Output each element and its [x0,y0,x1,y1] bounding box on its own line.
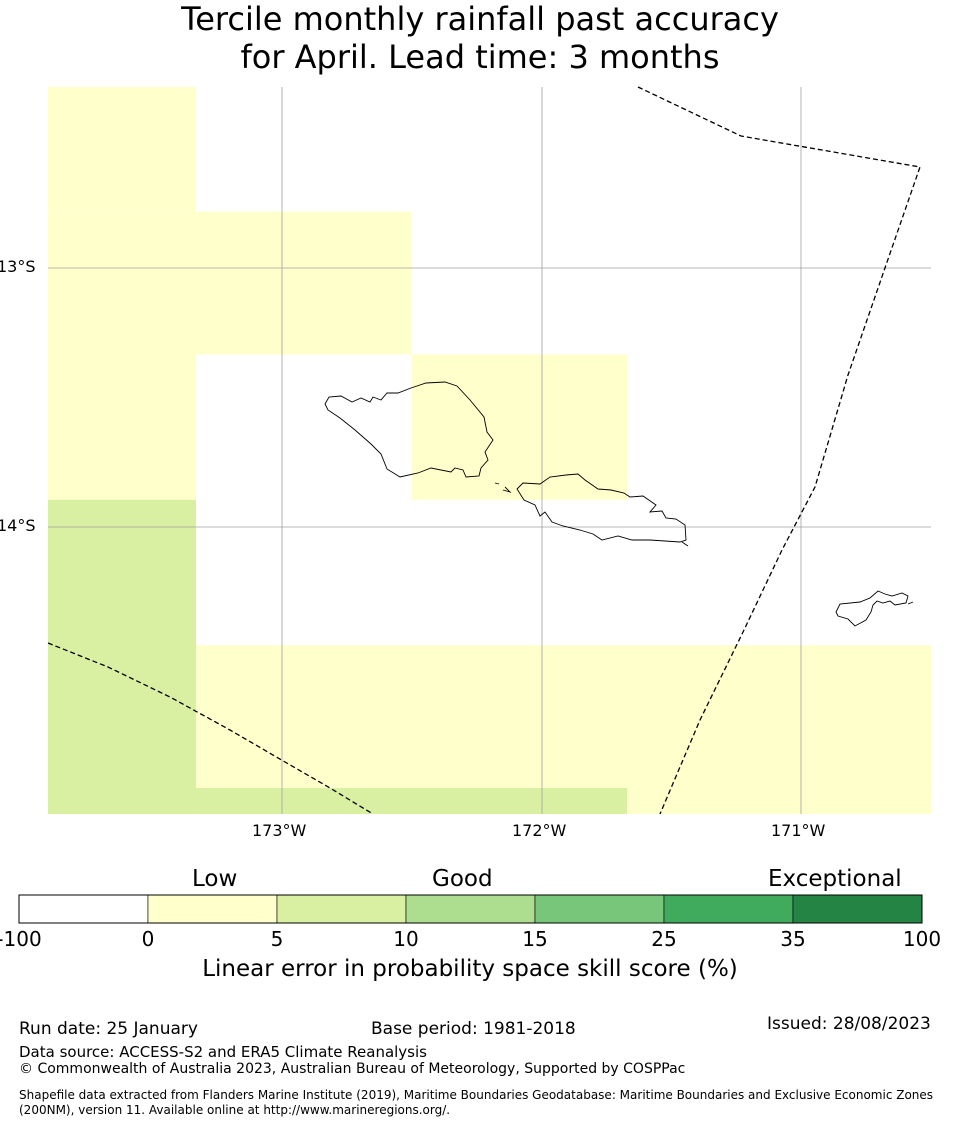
eez-boundaries [47,86,921,815]
eez-boundary-south-west [47,642,374,815]
coastline-aunuu [907,601,914,605]
skill-cell [48,499,197,814]
data-source: Data source: ACCESS-S2 and ERA5 Climate … [19,1043,427,1061]
shapefile-credit-line-1: Shapefile data extracted from Flanders M… [19,1088,934,1102]
colorbar-segment [18,894,149,924]
skill-cells [48,87,931,814]
colorbar-tick: 25 [651,927,677,951]
colorbar-tick: 15 [522,927,548,951]
title-line-2: for April. Lead time: 3 months [240,38,720,76]
base-period: Base period: 1981-2018 [371,1019,576,1039]
colorbar-label: Linear error in probability space skill … [202,956,738,982]
coastline-upolu-tip [681,541,689,547]
skill-cell [48,354,197,500]
coastlines [324,381,914,627]
coastline-savaii [324,381,494,478]
skill-cell [196,645,931,789]
coastline-apolima [494,482,500,485]
lon-label-172w: 172°W [512,821,567,840]
colorbar-segment [276,894,407,924]
skill-cell [48,87,197,212]
lat-label-14s: 14°S [0,516,36,535]
title-line-1: Tercile monthly rainfall past accuracy [181,0,779,38]
colorbar-segment [405,894,536,924]
run-date: Run date: 25 January [19,1019,198,1039]
colorbar-segment [663,894,794,924]
issued-date: Issued: 28/08/2023 [767,1014,931,1034]
colorbar-tick: 10 [393,927,419,951]
lon-label-171w: 171°W [771,821,826,840]
colorbar-category-low: Low [192,866,238,892]
shapefile-credit-line-2: (200NM), version 11. Available online at… [19,1103,451,1117]
colorbar-tick: 100 [902,927,942,951]
colorbar-tick: 35 [780,927,806,951]
skill-cell [627,788,931,814]
copyright: © Commonwealth of Australia 2023, Austra… [19,1061,686,1077]
colorbar-tick: 5 [270,927,284,951]
skill-cell [48,211,412,355]
colorbar-segment [534,894,665,924]
colorbar-tick: -100 [0,927,42,951]
coastline-tutuila [835,590,909,627]
colorbar-category-good: Good [432,866,493,892]
coastline-manono [502,486,512,493]
skill-cell [196,788,628,814]
colorbar-tick: 0 [141,927,155,951]
colorbar-outline [18,894,923,924]
colorbar-category-exceptional: Exceptional [768,866,902,892]
coastline-upolu [516,473,687,543]
lon-label-173w: 173°W [252,821,307,840]
skill-cell [411,354,628,500]
chart-title: Tercile monthly rainfall past accuracy f… [0,0,960,76]
lat-label-13s: 13°S [0,257,36,276]
colorbar-segment [147,894,278,924]
eez-boundary-north-east [637,86,921,815]
colorbar-segment [792,894,923,924]
gridlines [48,87,931,814]
colorbar-segments [18,894,923,924]
